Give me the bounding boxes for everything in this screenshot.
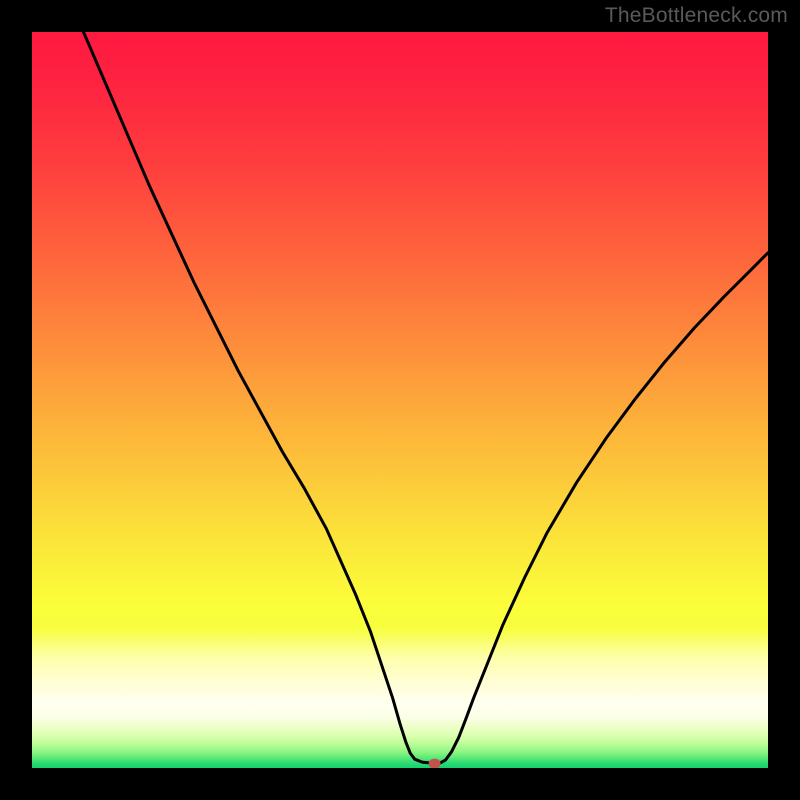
bottleneck-curve-chart [32,32,768,768]
optimal-point-marker [429,759,441,768]
chart-plot-area [32,32,768,768]
bottleneck-curve-line [84,32,768,763]
watermark-text: TheBottleneck.com [605,4,788,28]
